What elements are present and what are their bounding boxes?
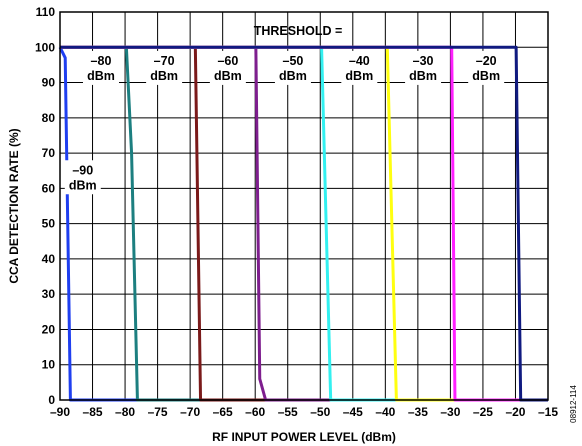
y-tick-label: 10: [42, 358, 56, 372]
threshold-label: –90: [72, 163, 93, 177]
threshold-label-box: [405, 50, 442, 85]
x-tick-label: –45: [343, 405, 363, 419]
threshold-label: –80: [91, 54, 112, 68]
tick-labels: –90 –85 –80 –75 –70 –65 –60 –55 –50 –45 –40 –35 –30–…: [35, 5, 558, 419]
y-tick-label: 110: [36, 5, 56, 19]
threshold-label: –20: [476, 54, 497, 68]
threshold-label: –60: [217, 54, 238, 68]
threshold-label: dBm: [472, 69, 500, 83]
plot-frame: [59, 11, 549, 401]
threshold-label-box: [64, 160, 101, 195]
threshold-label: –30: [413, 54, 434, 68]
threshold-label-box: [468, 50, 505, 85]
threshold-label-box: [209, 50, 246, 85]
x-tick-label: –20: [505, 405, 525, 419]
threshold-label: dBm: [409, 69, 437, 83]
x-tick-label: –70: [180, 405, 200, 419]
y-tick-label: 80: [42, 111, 56, 125]
x-tick-label: –35: [408, 405, 428, 419]
threshold-label: –40: [349, 54, 370, 68]
y-axis-title: CCA DETECTION RATE (%): [7, 128, 21, 283]
threshold-title: THRESHOLD =: [254, 24, 343, 38]
x-axis-title: RF INPUT POWER LEVEL (dBm): [212, 430, 396, 444]
threshold-label: dBm: [87, 69, 115, 83]
y-tick-label: 70: [42, 146, 56, 160]
threshold-label-box: [82, 50, 119, 85]
x-tick-label: –75: [148, 405, 168, 419]
x-tick-label: –90: [50, 405, 70, 419]
x-tick-label: –40: [375, 405, 395, 419]
x-tick-label: –25: [473, 405, 493, 419]
x-tick-label: –50: [310, 405, 330, 419]
x-tick-label: –65: [213, 405, 233, 419]
threshold-labels: THRESHOLD = –80dBm–70dBm–60dBm–50dBm–40d…: [64, 24, 505, 195]
y-tick-label: 90: [42, 76, 56, 90]
threshold-label: dBm: [69, 178, 97, 192]
x-tick-label: –30: [440, 405, 460, 419]
threshold-label: dBm: [214, 69, 242, 83]
threshold-label-box: [146, 50, 183, 85]
threshold-label: dBm: [345, 69, 373, 83]
x-tick-label: –15: [538, 405, 558, 419]
threshold-label-box: [274, 50, 311, 85]
figure-id: 08912-114: [569, 385, 578, 423]
y-tick-label: 50: [42, 217, 56, 231]
x-tick-label: –85: [83, 405, 103, 419]
threshold-label: dBm: [150, 69, 178, 83]
y-tick-label: 30: [42, 287, 56, 301]
x-tick-label: –55: [278, 405, 298, 419]
y-tick-label: 60: [42, 181, 56, 195]
threshold-label: –50: [283, 54, 304, 68]
threshold-label: dBm: [279, 69, 307, 83]
y-tick-label: 0: [48, 393, 55, 407]
x-tick-label: –80: [115, 405, 135, 419]
threshold-label: –70: [154, 54, 175, 68]
y-tick-label: 40: [42, 252, 56, 266]
x-tick-label: –60: [245, 405, 265, 419]
y-tick-label: 100: [35, 40, 55, 54]
y-tick-label: 20: [42, 322, 56, 336]
threshold-label-box: [341, 50, 378, 85]
